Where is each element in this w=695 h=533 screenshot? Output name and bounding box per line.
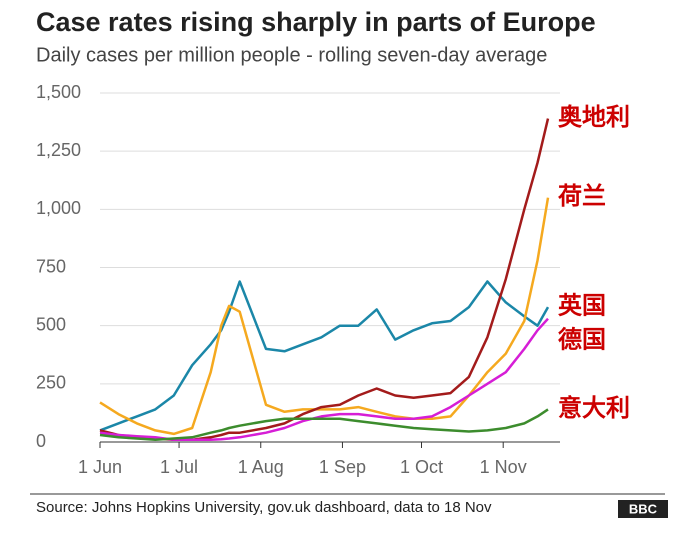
- chart-subtitle: Daily cases per million people - rolling…: [36, 44, 547, 66]
- y-tick-label: 250: [36, 373, 66, 393]
- series-label: 德国: [558, 325, 606, 353]
- chart-title: Case rates rising sharply in parts of Eu…: [36, 7, 596, 37]
- y-tick-label: 1,500: [36, 82, 81, 102]
- series-line: [99, 280, 550, 432]
- y-tick-label: 0: [36, 431, 46, 451]
- series-line: [99, 317, 549, 441]
- series-line: [99, 408, 549, 441]
- x-tick-label: 1 Oct: [400, 457, 443, 477]
- x-tick-label: 1 Sep: [319, 457, 366, 477]
- series-label: 奥地利: [558, 103, 630, 131]
- y-tick-label: 500: [36, 314, 66, 334]
- x-tick-label: 1 Aug: [238, 457, 284, 477]
- x-tick-label: 1 Jul: [160, 457, 198, 477]
- series-label: 意大利: [558, 394, 630, 422]
- x-tick-label: 1 Nov: [480, 457, 527, 477]
- series-line: [99, 197, 550, 436]
- source: Source: Johns Hopkins University, gov.uk…: [36, 499, 492, 516]
- y-tick-label: 1,000: [36, 198, 81, 218]
- y-tick-label: 750: [36, 256, 66, 276]
- series-label: 英国: [558, 292, 606, 319]
- logo: BBC: [629, 501, 658, 516]
- logo-box: [618, 500, 668, 518]
- x-tick-label: 1 Jun: [78, 457, 122, 477]
- series-line: [99, 118, 550, 441]
- series-label: 荷兰: [558, 182, 606, 210]
- y-tick-label: 1,250: [36, 140, 81, 160]
